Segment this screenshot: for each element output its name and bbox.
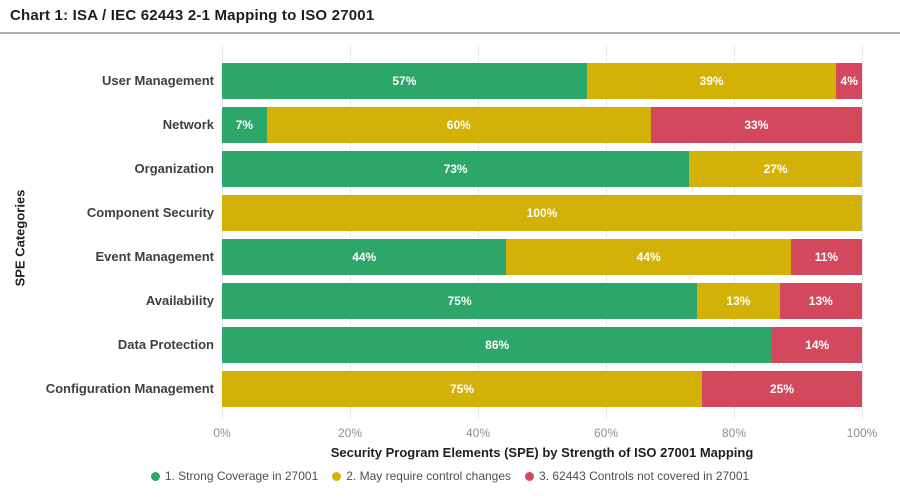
- bar-rows: User Management 57% 39% 4% Network 7% 60% 33% Or…: [0, 45, 900, 420]
- legend-item-control-changes: 2. May require control changes: [332, 469, 511, 483]
- gridline: [350, 45, 351, 420]
- bar-track: 100%: [222, 195, 862, 231]
- bar-value-label: 4%: [840, 74, 858, 88]
- x-tick-label: 40%: [465, 426, 491, 440]
- bar-track: 86% 14%: [222, 327, 862, 363]
- bar-value-label: 13%: [808, 294, 833, 308]
- bar-value-label: 75%: [447, 294, 472, 308]
- bar-track: 44% 44% 11%: [222, 239, 862, 275]
- legend-label-control-changes: 2. May require control changes: [346, 469, 512, 483]
- bar-value-label: 75%: [449, 382, 475, 396]
- gridline: [222, 45, 223, 420]
- bar-segment: 75%: [222, 371, 702, 407]
- x-axis-ticks: 0% 20% 40% 60% 80% 100%: [213, 426, 877, 442]
- bar-row: Availability 75% 13% 13%: [0, 283, 900, 319]
- bar-value-label: 60%: [446, 118, 471, 132]
- legend-label-strong-coverage: 1. Strong Coverage in 27001: [164, 469, 319, 483]
- bar-segment: 4%: [836, 63, 862, 99]
- bar-segment: 27%: [689, 151, 862, 187]
- plot-area: User Management 57% 39% 4% Network 7% 60% 33% Or…: [0, 45, 900, 420]
- bar-segment: 39%: [586, 63, 837, 99]
- gridline: [862, 45, 863, 420]
- bar-value-label: 100%: [526, 206, 558, 220]
- bar-row: Network 7% 60% 33%: [0, 107, 900, 143]
- bar-segment: 57%: [222, 63, 587, 99]
- bar-track: 57% 39% 4%: [222, 63, 862, 99]
- x-tick-label: 80%: [721, 426, 747, 440]
- bar-segment: 7%: [222, 107, 267, 143]
- category-label: Data Protection: [117, 337, 214, 352]
- bar-segment: 25%: [702, 371, 862, 407]
- legend-dot-green: [150, 471, 160, 481]
- bar-track: 75% 13% 13%: [222, 283, 862, 319]
- legend-dot-gold: [332, 471, 342, 481]
- bar-segment: 13%: [779, 283, 862, 319]
- bar-segment: 86%: [222, 327, 773, 363]
- x-tick-label: 0%: [213, 426, 231, 440]
- bar-value-label: 57%: [392, 74, 417, 88]
- x-axis-title: Security Program Elements (SPE) by Stren…: [330, 445, 754, 460]
- legend: 1. Strong Coverage in 27001 2. May requi…: [0, 467, 900, 485]
- bar-segment: 44%: [222, 239, 507, 275]
- gridline: [734, 45, 735, 420]
- legend-label-not-covered: 3. 62443 Controls not covered in 27001: [539, 469, 750, 483]
- bar-segment: 75%: [222, 283, 698, 319]
- bar-segment: 13%: [697, 283, 780, 319]
- bar-row: Event Management 44% 44% 11%: [0, 239, 900, 275]
- bar-segment: 11%: [790, 239, 862, 275]
- legend-item-strong-coverage: 1. Strong Coverage in 27001: [150, 469, 319, 483]
- bar-track: 75% 25%: [222, 371, 862, 407]
- bar-value-label: 25%: [769, 382, 795, 396]
- bar-segment: 33%: [650, 107, 862, 143]
- bar-segment: 100%: [222, 195, 862, 231]
- category-label: User Management: [102, 73, 214, 88]
- title-divider: [0, 32, 900, 34]
- bar-value-label: 73%: [443, 162, 468, 176]
- gridline: [606, 45, 607, 420]
- category-label: Network: [162, 117, 214, 132]
- bar-track: 7% 60% 33%: [222, 107, 862, 143]
- category-label: Availability: [145, 293, 214, 308]
- bar-value-label: 11%: [814, 250, 839, 264]
- category-label: Component Security: [86, 205, 214, 220]
- bar-row: User Management 57% 39% 4%: [0, 63, 900, 99]
- x-tick-label: 100%: [846, 426, 878, 440]
- bar-value-label: 39%: [699, 74, 724, 88]
- bar-row: Organization 73% 27%: [0, 151, 900, 187]
- bar-value-label: 14%: [805, 338, 830, 352]
- gridline: [478, 45, 479, 420]
- category-label: Configuration Management: [45, 381, 214, 396]
- category-label: Organization: [134, 161, 214, 176]
- legend-dot-red: [525, 471, 535, 481]
- bar-value-label: 86%: [485, 338, 510, 352]
- bar-value-label: 13%: [726, 294, 751, 308]
- bar-value-label: 27%: [763, 162, 788, 176]
- bar-segment: 14%: [772, 327, 862, 363]
- bar-segment: 73%: [222, 151, 690, 187]
- bar-segment: 44%: [506, 239, 791, 275]
- bar-value-label: 33%: [744, 118, 769, 132]
- legend-item-not-covered: 3. 62443 Controls not covered in 27001: [525, 469, 749, 483]
- bar-row: Data Protection 86% 14%: [0, 327, 900, 363]
- bar-segment: 60%: [266, 107, 651, 143]
- bar-track: 73% 27%: [222, 151, 862, 187]
- bar-row: Component Security 100%: [0, 195, 900, 231]
- chart-title: Chart 1: ISA / IEC 62443 2-1 Mapping to …: [10, 7, 375, 24]
- bar-value-label: 44%: [636, 250, 661, 264]
- x-tick-label: 60%: [593, 426, 619, 440]
- x-tick-label: 20%: [337, 426, 363, 440]
- gridlines: [222, 45, 863, 420]
- bar-value-label: 7%: [235, 118, 254, 132]
- bar-row: Configuration Management 75% 25%: [0, 371, 900, 407]
- category-label: Event Management: [95, 249, 214, 264]
- bar-value-label: 44%: [352, 250, 377, 264]
